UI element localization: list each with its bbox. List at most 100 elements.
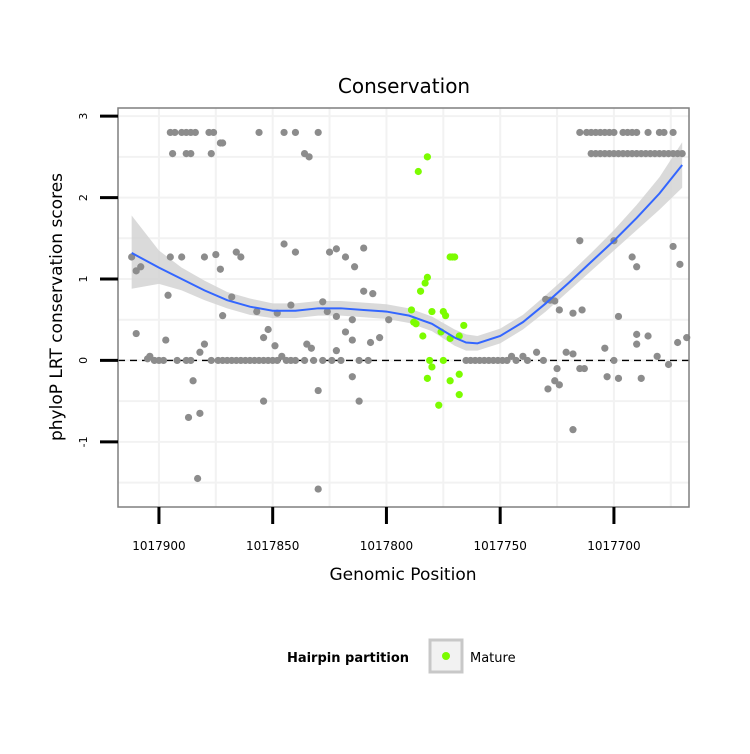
data-point-other (212, 250, 220, 259)
legend-key-box (428, 638, 464, 674)
data-point-other (132, 329, 140, 338)
data-point-other (660, 128, 668, 137)
data-point-other (348, 316, 356, 324)
data-point-other (523, 356, 532, 365)
data-point-other (287, 301, 295, 309)
data-point-mature (455, 391, 463, 399)
data-point-mature (419, 332, 427, 340)
data-point-other (319, 356, 327, 365)
legend: Hairpin partition Mature (287, 638, 516, 674)
data-point-mature (446, 377, 454, 385)
y-tick-label: 0 (77, 357, 90, 364)
data-point-other (601, 344, 609, 352)
data-point-other (196, 409, 204, 417)
grid-lines (118, 108, 689, 507)
data-point-other (128, 253, 136, 261)
data-point-mature (421, 279, 429, 287)
x-tick-label: 1017900 (132, 539, 185, 553)
chart-title: Conservation (338, 74, 470, 98)
data-point-other (637, 374, 645, 382)
plot-area (117, 107, 691, 508)
data-point-other (171, 128, 179, 137)
data-point-other (644, 128, 652, 137)
data-point-other (182, 356, 190, 365)
data-point-other (610, 356, 618, 365)
data-point-mature (428, 307, 436, 316)
data-point-other (253, 307, 261, 316)
data-point-other (255, 128, 263, 137)
data-point-mature (441, 312, 450, 320)
data-point-other (219, 139, 227, 147)
data-point-other (555, 381, 563, 389)
data-point-other (337, 356, 345, 365)
data-point-other (173, 356, 181, 365)
data-point-other (576, 237, 584, 245)
y-tick-label: 2 (77, 194, 90, 201)
data-point-other (168, 150, 177, 158)
plot-border (117, 107, 690, 508)
data-point-other (259, 397, 268, 405)
x-tick-label: 1017850 (246, 539, 299, 553)
data-point-other (273, 356, 281, 365)
data-point-other (310, 356, 318, 365)
data-point-other (369, 290, 377, 298)
data-point-other (307, 344, 315, 352)
data-point-other (291, 356, 300, 365)
data-point-other (219, 312, 227, 320)
data-point-other (137, 263, 145, 271)
data-point-other (159, 356, 168, 365)
data-point-other (350, 263, 359, 271)
data-point-other (553, 364, 561, 373)
data-point-other (576, 128, 584, 137)
data-point-other (633, 330, 641, 338)
data-point-other (207, 356, 215, 365)
data-point-other (603, 373, 611, 381)
data-point-other (610, 128, 618, 137)
data-point-other (364, 356, 372, 365)
data-point-other (291, 248, 300, 256)
data-point-other (187, 150, 195, 158)
data-point-other (191, 128, 199, 137)
data-point-other (555, 306, 563, 314)
data-point-mature (407, 306, 416, 314)
y-axis: -1 0 1 2 3 (77, 113, 118, 447)
data-point-other (664, 360, 673, 369)
data-point-other (628, 253, 636, 261)
data-point-mature (426, 356, 434, 365)
y-tick-label: -1 (77, 436, 90, 447)
data-point-other (669, 128, 677, 137)
data-point-other (332, 312, 340, 321)
data-point-other (271, 342, 279, 350)
data-point-mature (423, 374, 431, 382)
data-point-other (539, 356, 548, 365)
data-point-other (164, 291, 172, 299)
data-point-mature (412, 320, 420, 328)
data-point-other (291, 128, 300, 137)
data-point-other (569, 309, 577, 317)
data-point-other (194, 474, 202, 483)
data-point-other (166, 253, 174, 261)
data-point-mature (423, 273, 431, 281)
data-point-other (209, 128, 218, 137)
x-tick-label: 1017750 (473, 539, 526, 553)
data-point-other (232, 248, 240, 256)
data-point-other (360, 287, 368, 295)
data-point-other (178, 253, 186, 261)
data-point-other (200, 340, 209, 348)
data-point-other (341, 328, 350, 336)
data-point-other (614, 312, 623, 321)
data-point-other (228, 293, 236, 301)
data-point-other (341, 253, 350, 261)
y-axis-label: phyloP LRT conservation scores (47, 173, 67, 441)
x-axis-label: Genomic Position (329, 565, 476, 585)
smooth-curve (131, 164, 683, 345)
data-point-other (314, 386, 322, 395)
data-point-other (216, 265, 224, 273)
data-point-other (196, 348, 204, 356)
data-point-other (332, 347, 340, 355)
data-point-other (189, 377, 197, 385)
data-point-other (200, 253, 209, 261)
data-point-other (385, 316, 393, 324)
x-axis: 1017900 1017850 1017800 1017750 1017700 (132, 507, 641, 553)
